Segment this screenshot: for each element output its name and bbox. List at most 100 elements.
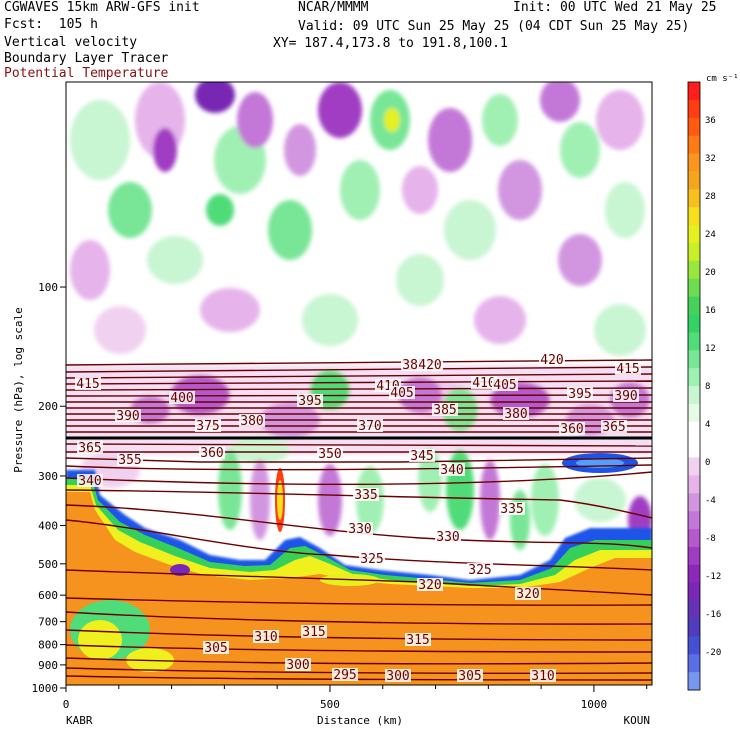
init-time: Init: 00 UTC Wed 21 May 25 bbox=[513, 0, 717, 15]
theta-label-bg bbox=[405, 633, 431, 646]
theta-label-bg bbox=[417, 358, 443, 371]
theta-label-bg bbox=[297, 394, 323, 407]
colorbar-swatch bbox=[688, 386, 700, 405]
theta-label-bg bbox=[457, 669, 483, 682]
colorbar-swatch bbox=[688, 475, 700, 494]
y-axis-label: Pressure (hPa), log scale bbox=[12, 307, 25, 473]
colorbar-swatch bbox=[688, 135, 700, 155]
theta-label: 415 bbox=[76, 377, 99, 392]
colorbar-swatch bbox=[688, 368, 700, 387]
theta-label-bg bbox=[199, 446, 225, 459]
theta-label-bg bbox=[359, 552, 385, 565]
theta-label: 310 bbox=[254, 630, 277, 645]
theta-label-bg bbox=[530, 669, 556, 682]
colorbar-swatch bbox=[688, 403, 700, 423]
colorbar-frame bbox=[687, 81, 701, 691]
theta-label-bg bbox=[435, 530, 461, 543]
colorbar-swatch bbox=[688, 314, 700, 333]
theta-label: 310 bbox=[531, 669, 554, 684]
theta-label-bg bbox=[503, 407, 529, 420]
theta-label: 360 bbox=[560, 422, 583, 437]
y-tick-label: 500 bbox=[38, 558, 58, 571]
colorbar-label: 36 bbox=[705, 116, 716, 126]
colorbar-unit: cm s⁻¹ bbox=[706, 74, 739, 84]
colorbar-swatch bbox=[688, 153, 700, 172]
colorbar-label: 28 bbox=[705, 192, 716, 202]
cross-section-endpoints: XY= 187.4,173.8 to 191.8,100.1 bbox=[273, 36, 508, 51]
theta-label: 340 bbox=[440, 463, 463, 478]
theta-label: 390 bbox=[614, 389, 637, 404]
theta-label-bg bbox=[467, 563, 493, 576]
theta-label: 325 bbox=[468, 563, 491, 578]
colorbar-swatch bbox=[688, 654, 700, 673]
colorbar-label: 12 bbox=[705, 344, 716, 354]
theta-label-bg bbox=[409, 449, 435, 462]
colorbar-label: -12 bbox=[705, 572, 721, 582]
colorbar-swatch bbox=[688, 296, 700, 315]
colorbar-swatch bbox=[688, 421, 700, 441]
colorbar-label: 8 bbox=[705, 382, 710, 392]
theta-label: 355 bbox=[118, 453, 141, 468]
theta-label-bg bbox=[77, 441, 103, 454]
colorbar-swatch bbox=[688, 529, 700, 548]
theta-label-bg bbox=[203, 641, 229, 654]
colorbar-label: 4 bbox=[705, 420, 710, 430]
theta-label: 305 bbox=[458, 669, 481, 684]
plot-frame bbox=[65, 81, 653, 686]
theta-label: 325 bbox=[360, 552, 383, 567]
y-tick-label: 100 bbox=[38, 281, 58, 294]
colorbar-swatch bbox=[688, 546, 700, 566]
colorbar-swatch bbox=[688, 225, 700, 244]
colorbar: 36 32 28 24 20 16 12 8 4 0 -4 -8 -12 -16 -20 bbox=[687, 81, 721, 691]
colorbar-swatch bbox=[688, 82, 700, 101]
x-axis-label: Distance (km) bbox=[317, 714, 403, 727]
x-tick-label: 0 bbox=[63, 698, 70, 711]
colorbar-swatch bbox=[688, 350, 700, 369]
theta-label: 315 bbox=[302, 625, 325, 640]
theta-label-bg bbox=[169, 391, 195, 404]
theta-label: 375 bbox=[196, 419, 219, 434]
theta-label: 295 bbox=[333, 668, 356, 683]
colorbar-swatch bbox=[688, 439, 700, 459]
theta-label-bg bbox=[492, 378, 518, 391]
theta-label: 395 bbox=[568, 387, 591, 402]
theta-label-bg bbox=[347, 522, 373, 535]
x-tick-label: 500 bbox=[320, 698, 340, 711]
theta-label: 330 bbox=[348, 522, 371, 537]
theta-label: 300 bbox=[386, 669, 409, 684]
theta-label-bg bbox=[567, 387, 593, 400]
theta-label-bg bbox=[439, 463, 465, 476]
theta-label: 420 bbox=[540, 353, 563, 368]
colorbar-swatch bbox=[688, 672, 700, 691]
theta-label-bg bbox=[601, 420, 627, 433]
theta-label: 405 bbox=[390, 386, 413, 401]
theta-label-bg bbox=[353, 488, 379, 501]
colorbar-swatch bbox=[688, 582, 700, 602]
theta-label: 415 bbox=[616, 362, 639, 377]
model-title: CGWAVES 15km ARW-GFS init bbox=[4, 0, 200, 15]
theta-label-bg bbox=[253, 630, 279, 643]
colorbar-label: 16 bbox=[705, 306, 716, 316]
theta-label: 420 bbox=[418, 358, 441, 373]
upper-velocity-field bbox=[70, 82, 646, 420]
theta-label: 345 bbox=[410, 449, 433, 464]
theta-label: 305 bbox=[204, 641, 227, 656]
theta-label: 405 bbox=[493, 378, 516, 393]
field-boundary-layer-tracer: Boundary Layer Tracer bbox=[4, 51, 169, 66]
theta-label-bg bbox=[317, 447, 343, 460]
theta-label: 360 bbox=[200, 446, 223, 461]
theta-label-bg bbox=[301, 625, 327, 638]
theta-label: 390 bbox=[116, 409, 139, 424]
theta-label: 380 bbox=[504, 407, 527, 422]
colorbar-swatch bbox=[688, 564, 700, 584]
colorbar-label: 32 bbox=[705, 154, 716, 164]
right-station-label: KOUN bbox=[624, 714, 651, 727]
colorbar-swatch bbox=[688, 618, 700, 637]
theta-label-bg bbox=[432, 403, 458, 416]
colorbar-label: -4 bbox=[705, 496, 716, 506]
theta-label-bg bbox=[515, 587, 541, 600]
colorbar-swatch bbox=[688, 189, 700, 208]
theta-label-bg bbox=[539, 353, 565, 366]
